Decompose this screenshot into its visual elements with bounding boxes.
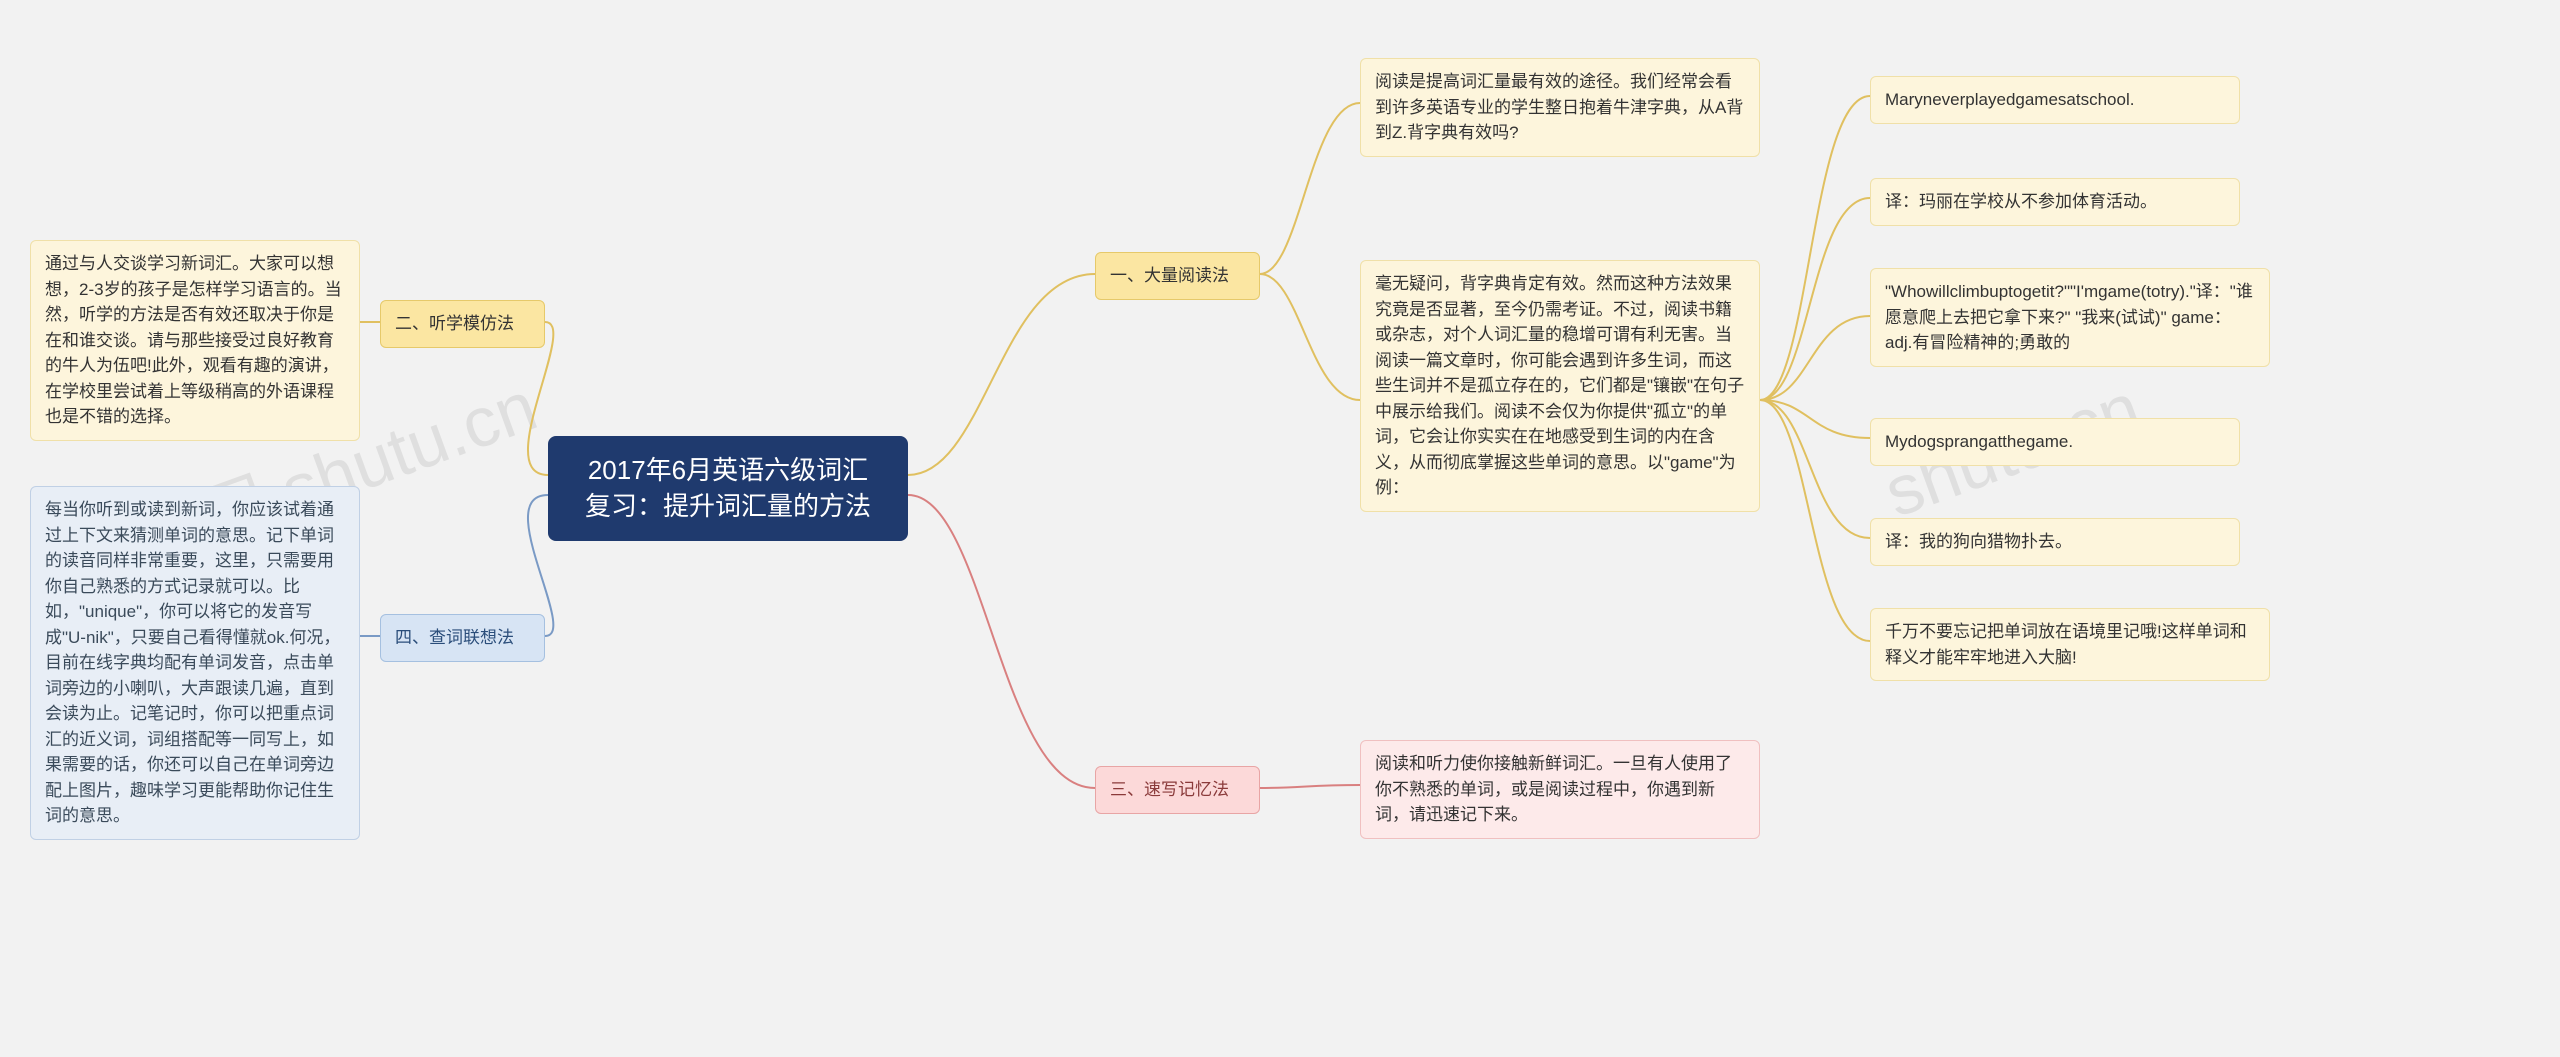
listening-leaf-1: 通过与人交谈学习新词汇。大家可以想想，2-3岁的孩子是怎样学习语言的。当然，听学… <box>30 240 360 441</box>
lookup-leaf-1: 每当你听到或读到新词，你应该试着通过上下文来猜测单词的意思。记下单词的读音同样非… <box>30 486 360 840</box>
reading-leaf-2: 毫无疑问，背字典肯定有效。然而这种方法效果究竟是否显著，至今仍需考证。不过，阅读… <box>1360 260 1760 512</box>
game-ex-5: 译：我的狗向猎物扑去。 <box>1870 518 2240 566</box>
branch-listening[interactable]: 二、听学模仿法 <box>380 300 545 348</box>
writing-leaf-1: 阅读和听力使你接触新鲜词汇。一旦有人使用了你不熟悉的单词，或是阅读过程中，你遇到… <box>1360 740 1760 839</box>
game-ex-1: Maryneverplayedgamesatschool. <box>1870 76 2240 124</box>
branch-lookup[interactable]: 四、查词联想法 <box>380 614 545 662</box>
root-node[interactable]: 2017年6月英语六级词汇 复习：提升词汇量的方法 <box>548 436 908 541</box>
root-line1: 2017年6月英语六级词汇 <box>572 452 884 488</box>
reading-leaf-1: 阅读是提高词汇量最有效的途径。我们经常会看到许多英语专业的学生整日抱着牛津字典，… <box>1360 58 1760 157</box>
game-ex-2: 译：玛丽在学校从不参加体育活动。 <box>1870 178 2240 226</box>
branch-writing[interactable]: 三、速写记忆法 <box>1095 766 1260 814</box>
branch-reading[interactable]: 一、大量阅读法 <box>1095 252 1260 300</box>
game-ex-6: 千万不要忘记把单词放在语境里记哦!这样单词和释义才能牢牢地进入大脑! <box>1870 608 2270 681</box>
root-line2: 复习：提升词汇量的方法 <box>572 488 884 524</box>
game-ex-4: Mydogsprangatthegame. <box>1870 418 2240 466</box>
game-ex-3: "Whowillclimbuptogetit?""I'mgame(totry).… <box>1870 268 2270 367</box>
